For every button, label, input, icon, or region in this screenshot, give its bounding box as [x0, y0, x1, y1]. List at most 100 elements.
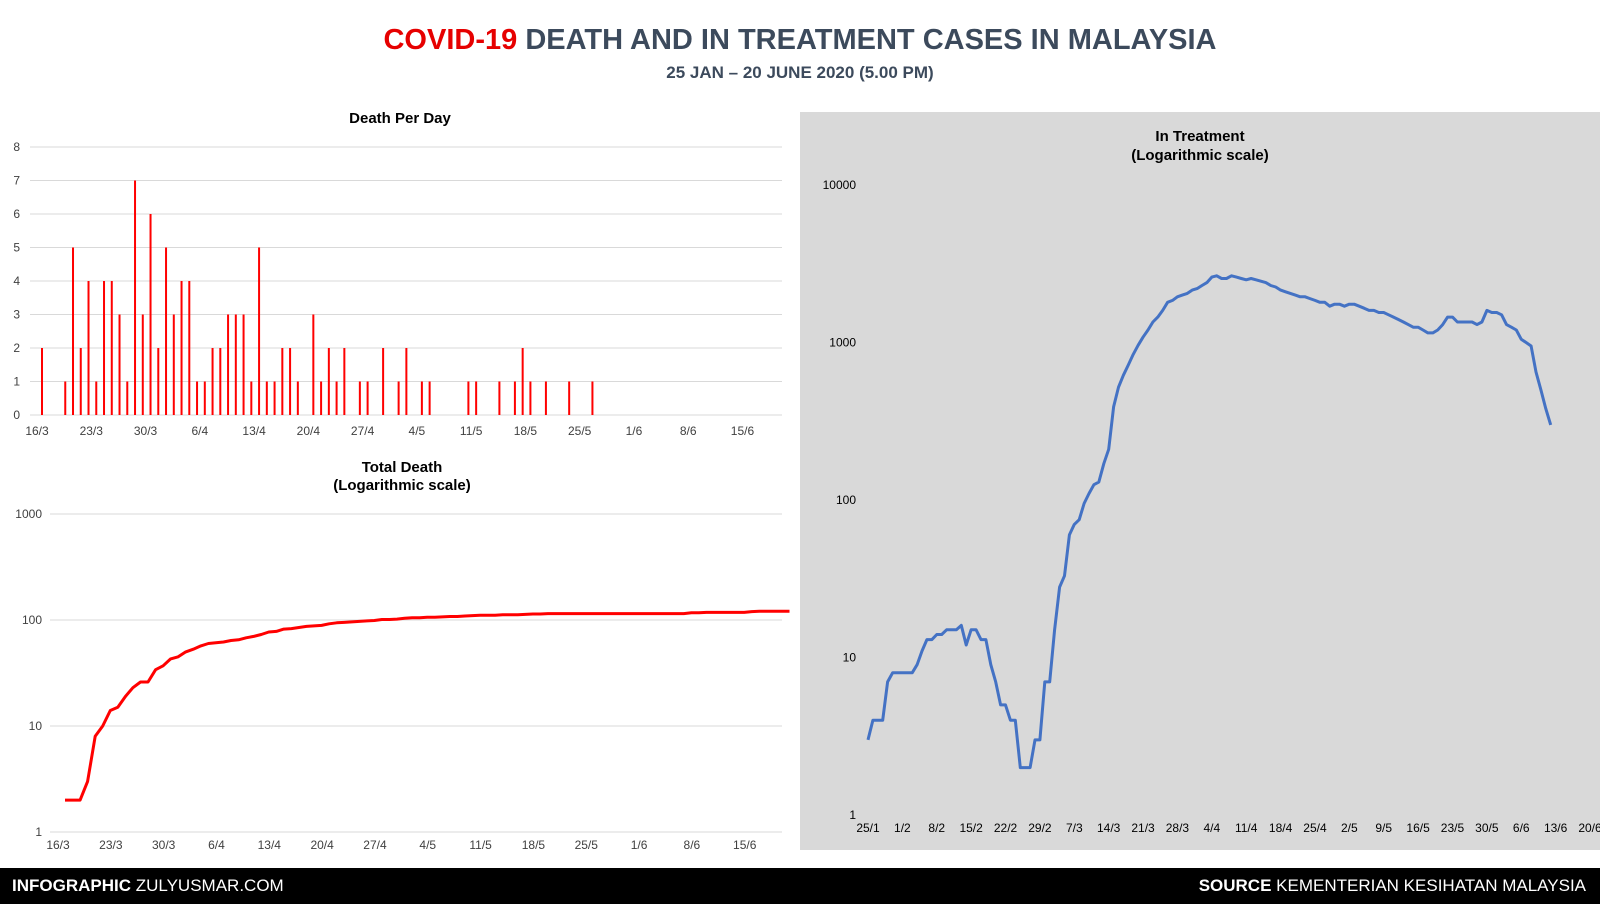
- death-per-day-bar: [397, 381, 400, 415]
- in-treatment-ytick: 10: [843, 651, 857, 665]
- main-title: COVID-19 DEATH AND IN TREATMENT CASES IN…: [0, 24, 1600, 57]
- in-treatment-xtick: 11/4: [1235, 821, 1258, 835]
- death-per-day-bar: [219, 348, 222, 415]
- death-per-day-ytick: 1: [13, 375, 20, 389]
- in-treatment-xtick: 8/2: [928, 821, 945, 835]
- in-treatment-ytick: 1000: [829, 336, 856, 350]
- death-per-day-bar: [420, 381, 423, 415]
- in-treatment-xtick: 29/2: [1028, 821, 1052, 835]
- death-per-day-xtick: 25/5: [568, 424, 592, 438]
- in-treatment-ytick: 100: [836, 493, 856, 507]
- main-title-accent: COVID-19: [383, 24, 518, 56]
- death-per-day-bar: [149, 214, 152, 415]
- in-treatment-title: In Treatment: [1155, 128, 1244, 145]
- death-per-day-xtick: 23/3: [80, 424, 104, 438]
- death-per-day-ytick: 5: [13, 241, 20, 255]
- death-per-day-bar: [118, 314, 121, 415]
- in-treatment-xtick: 6/6: [1513, 821, 1530, 835]
- in-treatment-ytick: 1: [849, 808, 856, 822]
- in-treatment-xtick: 21/3: [1131, 821, 1155, 835]
- death-per-day-bar: [165, 247, 168, 415]
- death-per-day-bar: [211, 348, 214, 415]
- death-per-day-xtick: 15/6: [731, 424, 755, 438]
- charts-canvas: Death Per Day 0 1 2 3 4 5 6 7 8 16/3 23/3 30/3 6/4 13/…: [13, 110, 1600, 852]
- total-death-xtick: 15/6: [733, 838, 757, 852]
- death-per-day-bar: [196, 381, 199, 415]
- total-death-xtick: 18/5: [522, 838, 546, 852]
- in-treatment-xtick: 23/5: [1441, 821, 1465, 835]
- title-block: COVID-19 DEATH AND IN TREATMENT CASES IN…: [0, 24, 1600, 83]
- total-death-xtick: 20/4: [310, 838, 334, 852]
- death-per-day-bar: [498, 381, 501, 415]
- death-per-day-xtick: 11/5: [460, 424, 483, 438]
- in-treatment-xtick: 13/6: [1544, 821, 1568, 835]
- death-per-day-bar: [281, 348, 284, 415]
- death-per-day-ytick: 8: [13, 140, 20, 154]
- total-death-xtick: 6/4: [208, 838, 225, 852]
- total-death-xtick: 13/4: [258, 838, 282, 852]
- in-treatment-xtick: 2/5: [1341, 821, 1358, 835]
- in-treatment-xtick: 16/5: [1406, 821, 1430, 835]
- in-treatment-xtick: 15/2: [959, 821, 983, 835]
- total-death-xtick: 30/3: [152, 838, 176, 852]
- death-per-day-bar: [180, 281, 183, 415]
- main-title-rest: DEATH AND IN TREATMENT CASES IN MALAYSIA: [525, 24, 1217, 56]
- footer-source-label: SOURCE: [1198, 876, 1272, 895]
- death-per-day-ytick: 6: [13, 207, 20, 221]
- in-treatment-ytick: 10000: [823, 178, 857, 192]
- death-per-day-bar: [250, 381, 253, 415]
- in-treatment-subtitle: (Logarithmic scale): [1131, 147, 1269, 164]
- death-per-day-bar: [227, 314, 230, 415]
- death-per-day-bar: [327, 348, 330, 415]
- death-per-day-bar: [258, 247, 261, 415]
- total-death-xtick: 27/4: [363, 838, 387, 852]
- death-per-day-bar: [591, 381, 594, 415]
- total-death-xtick: 11/5: [469, 838, 492, 852]
- in-treatment-xtick: 9/5: [1375, 821, 1392, 835]
- in-treatment-xtick: 25/1: [856, 821, 880, 835]
- total-death-ytick: 1000: [15, 507, 42, 521]
- total-death-subtitle: (Logarithmic scale): [333, 477, 471, 494]
- death-per-day-bar: [320, 381, 323, 415]
- footer-bar: INFOGRAPHIC ZULYUSMAR.COM SOURCE KEMENTE…: [0, 868, 1600, 904]
- in-treatment-xtick: 7/3: [1066, 821, 1083, 835]
- footer-credit-site: ZULYUSMAR.COM: [135, 876, 284, 895]
- total-death-xtick: 23/3: [99, 838, 123, 852]
- footer-source: SOURCE KEMENTERIAN KESIHATAN MALAYSIA: [1199, 876, 1586, 896]
- in-treatment-xtick: 18/4: [1269, 821, 1293, 835]
- death-per-day-bar: [521, 348, 524, 415]
- death-per-day-bar: [273, 381, 276, 415]
- death-per-day-bar: [79, 348, 82, 415]
- death-per-day-xtick: 1/6: [626, 424, 643, 438]
- death-per-day-bar: [110, 281, 113, 415]
- in-treatment-xtick: 20/6: [1578, 821, 1600, 835]
- death-per-day-xtick: 16/3: [25, 424, 49, 438]
- death-per-day-ytick: 7: [13, 174, 20, 188]
- death-per-day-xtick: 27/4: [351, 424, 375, 438]
- in-treatment-xtick: 22/2: [994, 821, 1018, 835]
- death-per-day-bar: [95, 381, 98, 415]
- total-death-xtick: 25/5: [575, 838, 599, 852]
- death-per-day-bar: [103, 281, 106, 415]
- in-treatment-xtick: 25/4: [1303, 821, 1327, 835]
- death-per-day-xtick: 13/4: [242, 424, 266, 438]
- death-per-day-bar: [188, 281, 191, 415]
- total-death-xtick: 1/6: [631, 838, 648, 852]
- death-per-day-bar: [405, 348, 408, 415]
- footer-credit: INFOGRAPHIC ZULYUSMAR.COM: [12, 876, 284, 896]
- total-death-ytick: 100: [22, 613, 42, 627]
- death-per-day-ytick: 3: [13, 308, 20, 322]
- death-per-day-bar: [203, 381, 206, 415]
- death-per-day-xtick: 30/3: [134, 424, 158, 438]
- death-per-day-bar: [544, 381, 547, 415]
- death-per-day-bar: [366, 381, 369, 415]
- total-death-ytick: 10: [29, 719, 43, 733]
- death-per-day-bar: [513, 381, 516, 415]
- in-treatment-xtick: 28/3: [1166, 821, 1190, 835]
- death-per-day-bar: [72, 247, 75, 415]
- death-per-day-ytick: 2: [13, 341, 20, 355]
- in-treatment-xtick: 30/5: [1475, 821, 1499, 835]
- footer-source-text: KEMENTERIAN KESIHATAN MALAYSIA: [1276, 876, 1586, 895]
- death-per-day-xtick: 8/6: [680, 424, 697, 438]
- death-per-day-bar: [475, 381, 478, 415]
